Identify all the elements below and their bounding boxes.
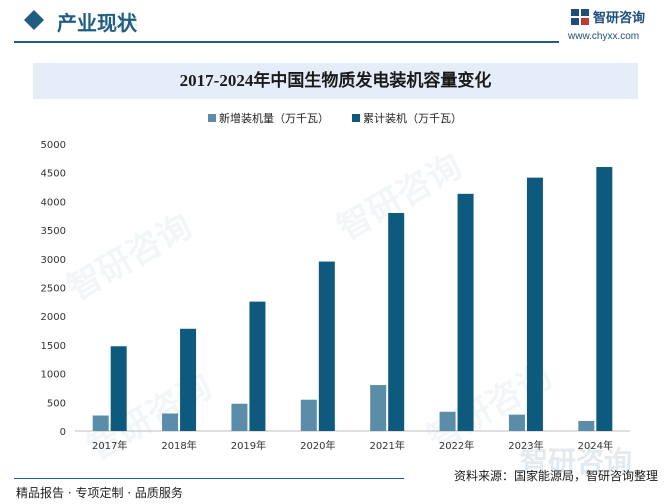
legend-swatch-cumulative: [352, 114, 360, 122]
bar-new-capacity: [508, 414, 525, 431]
x-tick-label: 2022年: [439, 439, 474, 452]
page-header: status 产业现状 智研咨询 www.chyxx.com: [0, 0, 671, 46]
footer-tagline: 精品报告 · 专项定制 · 品质服务: [16, 486, 183, 500]
bar-cumulative: [180, 328, 197, 431]
x-tick-label: 2020年: [300, 439, 335, 452]
section-ghost-text: status: [100, 16, 139, 31]
logo-icon: [571, 9, 589, 25]
y-tick-label: 4000: [41, 197, 66, 208]
bar-new-capacity: [231, 403, 248, 431]
bar-chart: 0 500 1000 1500 2000 2500 3000 3500 4000 4500 5000…: [41, 140, 630, 452]
page-footer: 精品报告 · 专项定制 · 品质服务 资料来源：国家能源局，智研咨询整理: [0, 469, 671, 504]
bar-new-capacity: [300, 399, 317, 431]
bar-cumulative: [110, 346, 127, 431]
header-divider: [14, 41, 559, 43]
y-tick-label: 3000: [41, 255, 66, 266]
bar-cumulative: [526, 177, 543, 431]
legend-label-new: 新增装机量（万千瓦）: [219, 112, 329, 125]
bar-new-capacity: [439, 411, 456, 431]
diamond-icon: [24, 10, 44, 30]
bar-new-capacity: [92, 415, 109, 431]
bar-new-capacity: [162, 413, 179, 431]
x-tick-label: 2021年: [369, 439, 404, 452]
x-tick-label: 2017年: [92, 439, 127, 452]
y-tick-label: 2500: [41, 284, 66, 295]
y-tick-label: 0: [60, 427, 66, 438]
x-tick-label: 2024年: [578, 439, 613, 452]
logo-url: www.chyxx.com: [568, 31, 640, 42]
y-tick-label: 4500: [41, 169, 66, 180]
bar-cumulative: [249, 301, 266, 431]
bar-cumulative: [457, 193, 474, 431]
chart-legend: 新增装机量（万千瓦） 累计装机（万千瓦）: [0, 108, 671, 128]
y-tick-label: 3500: [41, 226, 66, 237]
legend-label-cumulative: 累计装机（万千瓦）: [363, 112, 462, 125]
y-tick-label: 1500: [41, 341, 66, 352]
y-tick-label: 500: [47, 398, 66, 409]
bar-cumulative: [318, 261, 335, 431]
bar-new-capacity: [370, 385, 387, 431]
section-title: 产业现状: [57, 11, 137, 35]
legend-swatch-new: [208, 114, 216, 122]
bar-cumulative: [596, 167, 613, 431]
chart-title: 2017-2024年中国生物质发电装机容量变化: [179, 71, 492, 90]
y-tick-label: 2000: [41, 312, 66, 323]
chart-title-band: 2017-2024年中国生物质发电装机容量变化: [33, 63, 638, 99]
x-tick-label: 2023年: [508, 439, 543, 452]
source-note: 资料来源：国家能源局，智研咨询整理: [453, 469, 658, 483]
bar-cumulative: [388, 212, 405, 431]
bar-new-capacity: [578, 420, 595, 431]
x-tick-label: 2018年: [161, 439, 196, 452]
x-tick-label: 2019年: [231, 439, 266, 452]
footer-divider: [14, 478, 404, 479]
y-tick-label: 1000: [41, 370, 66, 381]
y-tick-label: 5000: [41, 140, 66, 151]
logo-name: 智研咨询: [593, 11, 646, 26]
